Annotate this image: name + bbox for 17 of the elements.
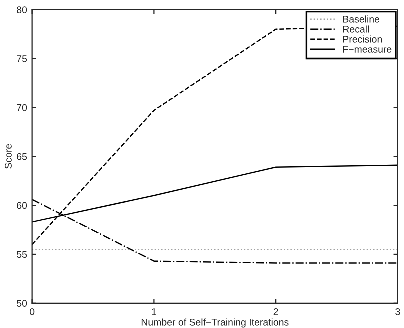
y-tick-label: 55 [17,251,28,258]
legend-label: Baseline [343,16,380,23]
x-axis-title: Number of Self−Training Iterations [142,318,289,328]
y-tick-label: 75 [17,56,28,62]
y-tick-label: 70 [17,104,28,112]
legend-label: Recall [343,26,370,33]
legend-label: F−measure [343,46,392,53]
x-tick-label: 2 [274,308,278,316]
y-tick-label: 50 [17,300,28,308]
y-axis-title: Score [5,144,12,169]
legend-label: Precision [343,36,382,43]
x-tick-label: 1 [152,308,156,316]
y-tick-label: 60 [17,202,28,210]
y-tick-label: 65 [17,153,28,160]
x-tick-label: 3 [396,308,400,316]
y-tick-label: 80 [17,6,28,14]
x-tick-label: 0 [30,308,35,316]
